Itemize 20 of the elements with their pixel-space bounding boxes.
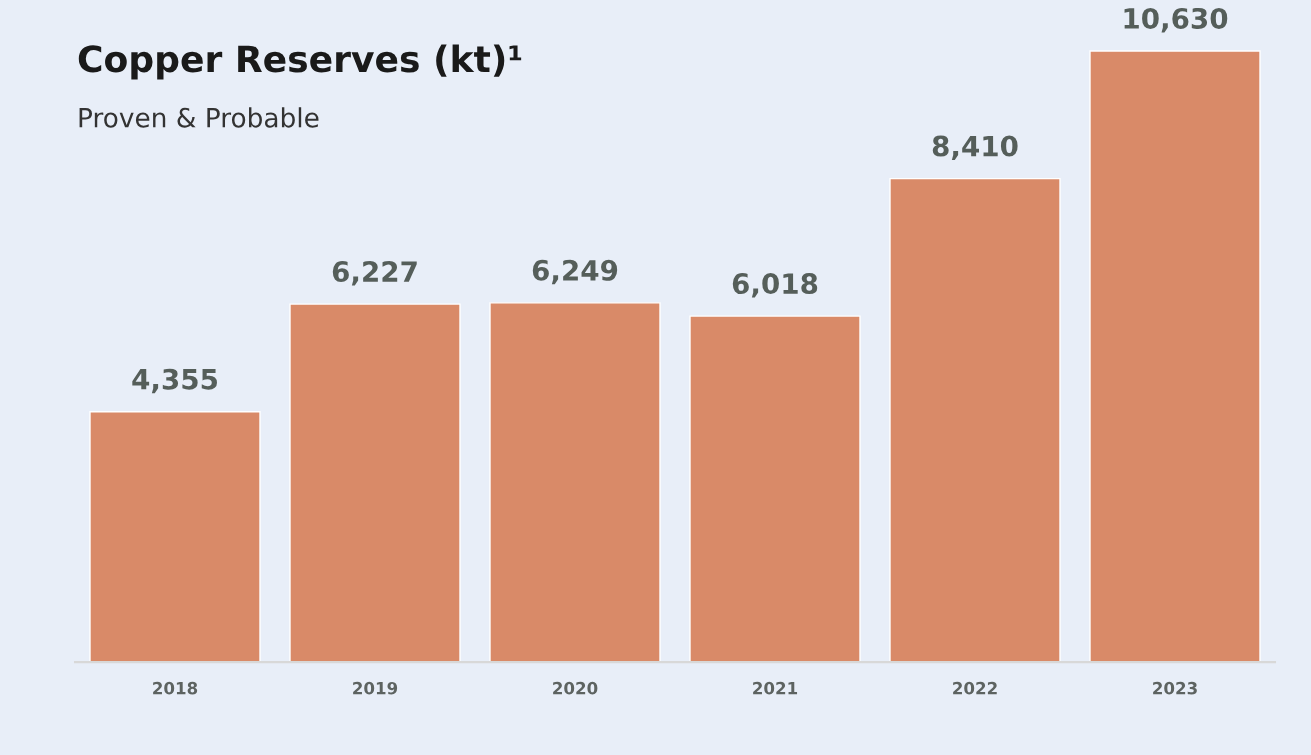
text: Proven & Probable [79, 107, 319, 128]
x-tick-label: 2019 [353, 681, 398, 695]
x-tick-label: 2018 [153, 681, 198, 695]
x-tick-label: 2022 [953, 681, 997, 695]
data-label: 4,355 [132, 368, 217, 394]
bar [289, 303, 461, 663]
data-label: 6,018 [732, 273, 818, 298]
data-label: 6,249 [532, 259, 618, 285]
data-label: 8,410 [932, 135, 1018, 161]
bar [689, 315, 861, 663]
bar [1089, 50, 1261, 663]
bar [889, 177, 1061, 663]
bar [89, 411, 261, 663]
bar [489, 302, 661, 663]
x-tick-label: 2020 [553, 681, 598, 695]
data-label: 6,227 [332, 261, 417, 286]
x-tick-label: 2023 [1153, 681, 1197, 695]
data-label: 10,630 [1124, 7, 1228, 33]
chart-title: Copper Reserves (kt)¹ [78, 44, 522, 80]
x-tick-label: 2021 [753, 681, 798, 695]
